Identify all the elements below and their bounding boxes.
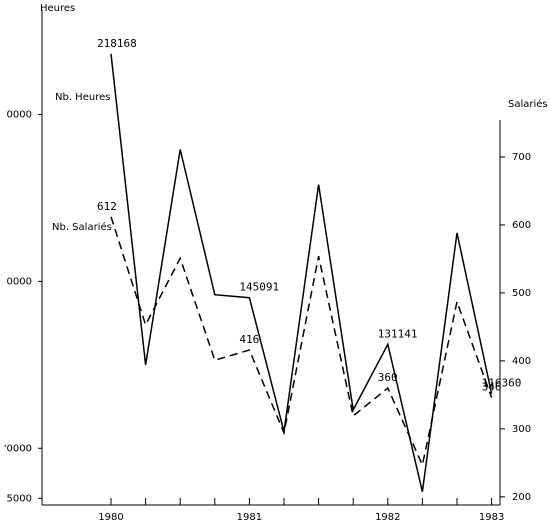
value-label: 346 — [482, 381, 502, 394]
y2-tick-label: 500 — [512, 288, 531, 299]
value-label: 416 — [239, 333, 259, 346]
y-tick-label: 0000 — [7, 109, 32, 120]
y-axis-title: Heures — [40, 3, 75, 14]
y2-tick-label: 200 — [512, 492, 531, 503]
line — [110, 53, 493, 492]
y-tick-label: 0000 — [7, 276, 32, 287]
value-label: 145091 — [239, 281, 279, 294]
value-label: 612 — [97, 200, 117, 213]
y2-tick-label: 300 — [512, 424, 531, 435]
value-label: 218168 — [97, 37, 137, 50]
x-tick-label: 1981 — [237, 512, 262, 523]
y2-tick-label: 600 — [512, 220, 531, 231]
y2-axis-title: Salariés — [508, 98, 548, 110]
x-tick-label: 1983 — [479, 512, 504, 523]
y-tick-label: '0000 — [4, 443, 32, 454]
x-tick-label: 1980 — [98, 512, 123, 523]
annotation: Nb. Heures — [55, 92, 110, 103]
value-label: 131141 — [378, 327, 418, 340]
y2-tick-label: 400 — [512, 356, 531, 367]
y-tick-label: 5000 — [7, 493, 32, 504]
annotation: Nb. Salariés — [52, 221, 112, 233]
value-label: 116360 — [482, 377, 522, 390]
value-label: 360 — [378, 371, 398, 384]
x-tick-label: 1982 — [375, 512, 400, 523]
line — [110, 216, 493, 468]
y2-tick-label: 700 — [512, 152, 531, 163]
